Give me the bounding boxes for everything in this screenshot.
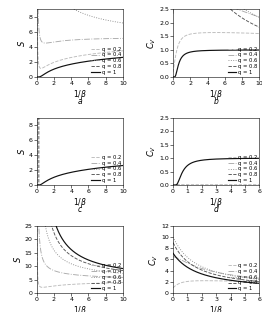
Y-axis label: $S$: $S$ <box>16 148 27 155</box>
Text: a: a <box>78 97 82 106</box>
Legend: q = 0.2, q = 0.4, q = 0.6, q = 0.8, q = 1: q = 0.2, q = 0.4, q = 0.6, q = 0.8, q = … <box>227 154 258 183</box>
Legend: q = 0.2, q = 0.4, q = 0.6, q = 0.8, q = 1: q = 0.2, q = 0.4, q = 0.6, q = 0.8, q = … <box>227 262 258 292</box>
X-axis label: $1/\beta$: $1/\beta$ <box>73 87 87 100</box>
Y-axis label: $S$: $S$ <box>12 256 23 263</box>
Legend: q = 0.2, q = 0.4, q = 0.6, q = 0.8, q = 1: q = 0.2, q = 0.4, q = 0.6, q = 0.8, q = … <box>91 262 121 292</box>
X-axis label: $1/\beta$: $1/\beta$ <box>73 304 87 312</box>
Legend: q = 0.2, q = 0.4, q = 0.6, q = 0.8, q = 1: q = 0.2, q = 0.4, q = 0.6, q = 0.8, q = … <box>91 154 121 183</box>
Text: d: d <box>214 205 219 214</box>
Legend: q = 0.2, q = 0.4, q = 0.6, q = 0.8, q = 1: q = 0.2, q = 0.4, q = 0.6, q = 0.8, q = … <box>91 46 121 76</box>
X-axis label: $1/\beta$: $1/\beta$ <box>73 196 87 209</box>
Y-axis label: $C_V$: $C_V$ <box>145 37 158 49</box>
Legend: q = 0.2, q = 0.4, q = 0.6, q = 0.8, q = 1: q = 0.2, q = 0.4, q = 0.6, q = 0.8, q = … <box>227 46 258 76</box>
X-axis label: $1/\beta$: $1/\beta$ <box>209 87 223 100</box>
Y-axis label: $C_V$: $C_V$ <box>147 253 160 266</box>
X-axis label: $1/\beta$: $1/\beta$ <box>209 196 223 209</box>
Y-axis label: $C_V$: $C_V$ <box>145 145 158 158</box>
X-axis label: $1/\beta$: $1/\beta$ <box>209 304 223 312</box>
Text: b: b <box>214 97 219 106</box>
Text: c: c <box>78 205 82 214</box>
Y-axis label: $S$: $S$ <box>16 40 27 47</box>
